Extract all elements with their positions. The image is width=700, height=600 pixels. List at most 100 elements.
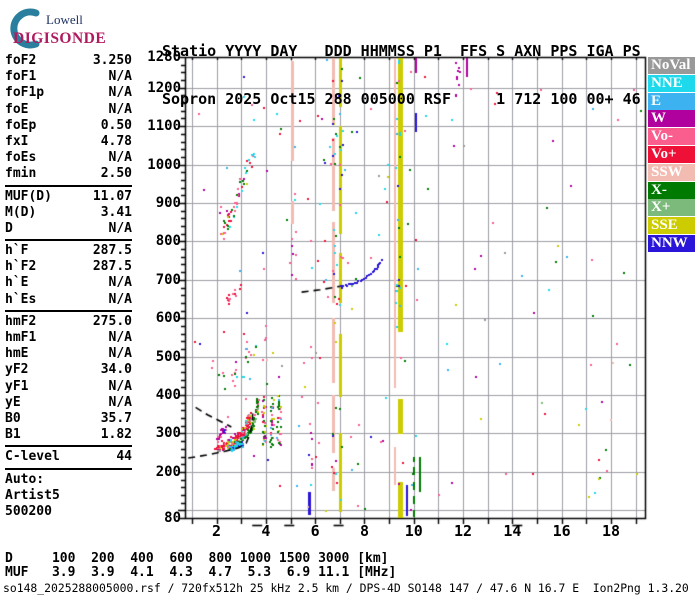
y-tick-label-800: 800 [155,233,181,250]
param-label: foEp [5,117,37,133]
param-fxI: fxI 4.78 [5,134,132,150]
param-label: yE [5,394,21,410]
param-yF1: yF1 N/A [5,379,132,395]
param-value: 1.82 [100,427,132,443]
param-yF2: yF2 34.0 [5,362,132,378]
y-tick-label-1200: 1200 [147,79,181,96]
station-header: Statio YYYY DAY DDD HHMMSS P1 FFS S AXN … [162,11,641,123]
param-label: fmin [5,166,37,182]
param-label: h`Es [5,291,37,307]
param-C-level: C-level 44 [5,449,132,465]
param-note: 500200 [5,503,52,519]
param-D: D N/A [5,221,132,237]
param-hmE: hmE N/A [5,346,132,362]
x-tick-label-14: 14 [503,522,522,540]
param-value: 34.0 [100,362,132,378]
param-yE: yE N/A [5,395,132,411]
y-tick-label-1000: 1000 [147,156,181,173]
param-value: N/A [108,69,132,85]
param-separator [5,184,132,187]
param-B0: B0 35.7 [5,411,132,427]
param-fmin: fmin 2.50 [5,166,132,182]
param-value: N/A [108,85,132,101]
param-value: 3.250 [92,53,132,68]
param-h`Es: h`Es N/A [5,292,132,308]
param-separator [5,467,132,470]
param-foF2: foF2 3.250 [5,53,132,69]
scaled-parameters-panel: foF2 3.250 foF1 N/A foF1p N/A foE N/A foEp 0.50 fx… [5,53,132,520]
param-label: foE [5,101,29,117]
param-label: h`F [5,243,29,259]
logo-lowell-text: Lowell [46,12,83,27]
y-tick-label-900: 900 [155,194,181,211]
y-tick-label-200: 200 [155,463,181,480]
param-foEp: foEp 0.50 [5,118,132,134]
x-tick-label-12: 12 [454,522,473,540]
param-value: 44 [116,449,132,465]
param-label: hmF2 [5,313,37,329]
param-value: N/A [108,394,132,410]
param-separator [5,445,132,448]
param-label: M(D) [5,204,37,220]
x-tick-label-4: 4 [261,522,271,540]
param-label: h`E [5,275,29,291]
y-tick-label-500: 500 [155,348,181,365]
param-M(D): M(D) 3.41 [5,205,132,221]
param-label: foF1 [5,69,37,85]
x-tick-label-18: 18 [601,522,620,540]
param-value: 287.5 [92,259,132,275]
x-tick-label-6: 6 [310,522,320,540]
param-hmF2: hmF2 275.0 [5,314,132,330]
muf-row: MUF 3.9 3.9 4.1 4.3 4.7 5.3 6.9 11.1 [MH… [5,565,397,580]
param-label: hmF1 [5,330,37,345]
param-separator [5,239,132,242]
param-value: 35.7 [100,410,132,426]
param-label: yF1 [5,378,29,394]
param-value: 4.78 [100,133,132,149]
param-value: N/A [108,220,132,236]
param-value: N/A [108,291,132,307]
param-value: N/A [108,275,132,291]
y-tick-label-300: 300 [155,425,181,442]
header-column-titles: Statio YYYY DAY DDD HHMMSS P1 FFS S AXN … [162,42,641,60]
legend-SSW: SSW [648,163,695,181]
param-label: foF1p [5,85,45,101]
param-value: 0.50 [100,117,132,133]
legend-X+: X+ [648,199,695,217]
legend-NNE: NNE [648,74,695,92]
param-value: 2.50 [100,166,132,182]
param-value: N/A [108,378,132,394]
y-tick-label-80: 80 [164,510,181,526]
param-value: 275.0 [92,313,132,329]
param-label: B1 [5,427,21,443]
param-note: Auto: [5,471,45,487]
param-h`F2: h`F2 287.5 [5,259,132,275]
y-tick-label-400: 400 [155,387,181,404]
param-foF1: foF1 N/A [5,69,132,85]
legend-W: W [648,110,695,128]
param-value: N/A [108,150,132,166]
header-values: Sopron 2025 Oct15 288 005000 RSF 1 712 1… [162,90,641,108]
param-foF1p: foF1p N/A [5,85,132,101]
lowell-arc-logo-icon: Lowell DIGISONDE [10,8,106,49]
param-B1: B1 1.82 [5,427,132,443]
param-note: Artist5 [5,487,60,503]
param-value: 287.5 [92,243,132,259]
legend-Vo+: Vo+ [648,146,695,163]
status-line: so148_2025288005000.rsf / 720fx512h 25 k… [3,581,689,595]
y-tick-label-600: 600 [155,310,181,327]
param-value: 11.07 [92,188,132,204]
legend-X-: X- [648,181,695,199]
param-label: hmE [5,346,29,362]
y-tick-label-1100: 1100 [147,118,181,135]
param-value: N/A [108,101,132,117]
distance-row: D 100 200 400 600 800 1000 1500 3000 [km… [5,551,389,566]
digisonde-logo: Lowell DIGISONDE [6,6,156,50]
param-label: B0 [5,410,21,426]
x-tick-label-8: 8 [359,522,369,540]
param-MUF(D): MUF(D) 11.07 [5,189,132,205]
param-value: 3.41 [100,204,132,220]
y-tick-label-1280: 1280 [147,49,181,65]
legend-NNW: NNW [648,235,695,252]
